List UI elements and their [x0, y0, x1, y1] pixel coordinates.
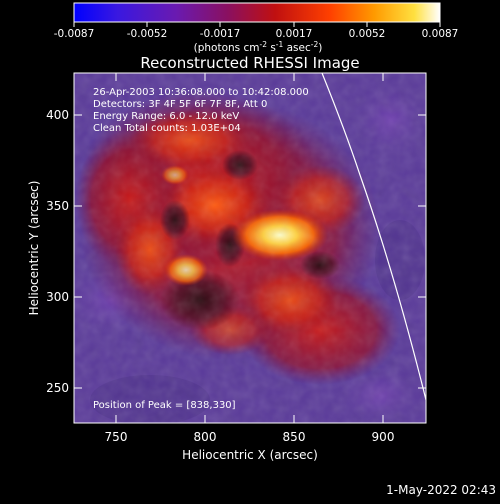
x-tick-label: 750: [105, 430, 128, 444]
colorbar-gradient: [73, 2, 441, 23]
x-tick-label: 850: [283, 430, 306, 444]
peak-position-label: Position of Peak = [838,330]: [93, 400, 236, 411]
info-line-counts: Clean Total counts: 1.03E+04: [93, 123, 241, 134]
y-axis-label: Heliocentric Y (arcsec): [27, 181, 41, 316]
x-tick-label: 900: [372, 430, 395, 444]
y-tick-label: 300: [46, 290, 69, 304]
footer-timestamp: 1-May-2022 02:43: [386, 483, 496, 497]
x-tick-label: 800: [194, 430, 217, 444]
colorbar-unit-label: (photons cm-2 s-1 asec-2): [194, 40, 323, 54]
colorbar-tick-label: 0.0017: [276, 28, 313, 40]
colorbar-tick-label: 0.0087: [422, 28, 459, 40]
colorbar-tick-label: 0.0052: [349, 28, 386, 40]
plot-title: Reconstructed RHESSI Image: [140, 54, 359, 72]
y-axis: [74, 114, 426, 389]
rhessi-image: [74, 73, 426, 423]
info-line-energy: Energy Range: 6.0 - 12.0 keV: [93, 111, 239, 122]
observation-info: 26-Apr-2003 10:36:08.000 to 10:42:08.000…: [93, 87, 309, 134]
y-tick-label: 350: [46, 199, 69, 213]
colorbar-tick-label: -0.0017: [200, 28, 241, 40]
y-tick-label: 250: [46, 381, 69, 395]
plot-frame: [73, 72, 427, 424]
solar-limb: [321, 73, 426, 401]
y-tick-label: 400: [46, 108, 69, 122]
x-axis-label: Heliocentric X (arcsec): [182, 448, 318, 462]
info-line-detectors: Detectors: 3F 4F 5F 6F 7F 8F, Att 0: [93, 99, 267, 110]
colorbar-tick-label: -0.0087: [54, 28, 95, 40]
colorbar-tick-marks: [73, 22, 441, 27]
colorbar-tick-label: -0.0052: [127, 28, 168, 40]
colorbar: -0.0087 -0.0052 -0.0017 0.0017 0.0052 0.…: [54, 2, 459, 54]
info-line-time: 26-Apr-2003 10:36:08.000 to 10:42:08.000: [93, 87, 309, 98]
x-axis: [115, 73, 384, 423]
